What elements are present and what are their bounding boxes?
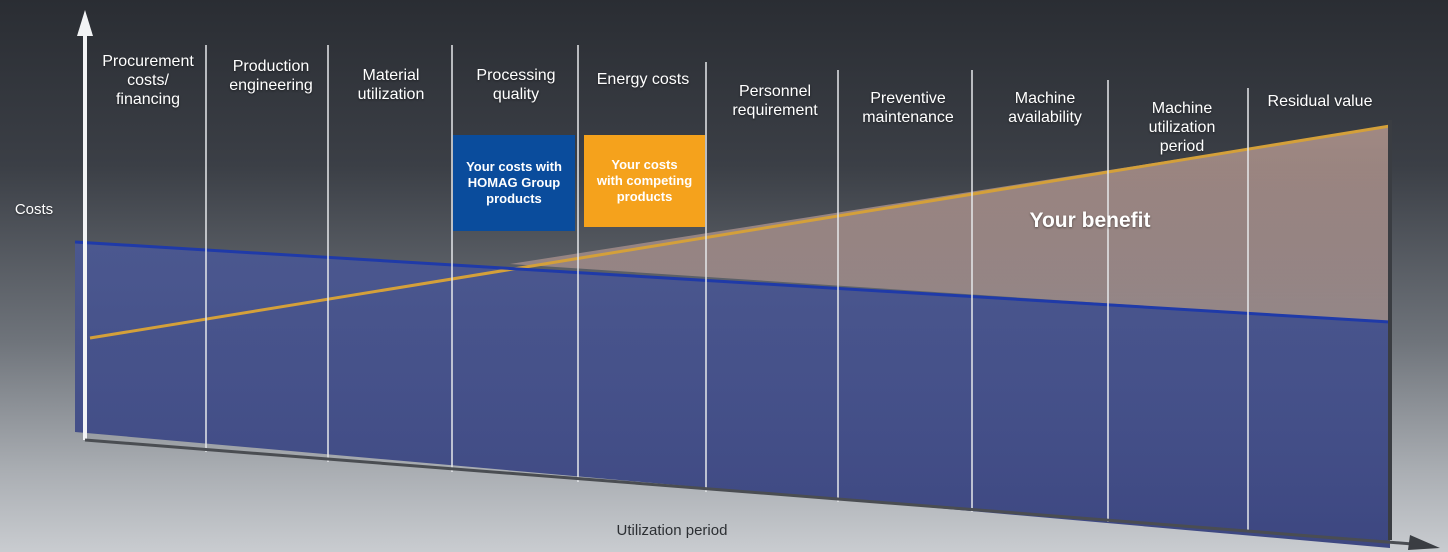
stage-label-material-utilization: Material utilization [357, 67, 425, 103]
benefit-label: Your benefit [1029, 209, 1151, 232]
stage-label-machine-availability: Machine availability [1008, 90, 1082, 126]
legend-homag: Your costs with HOMAG Group products [453, 135, 575, 231]
y-axis-label: Costs [14, 201, 54, 218]
stage-label-preventive-maintenance: Preventive maintenance [862, 90, 954, 126]
stage-label-processing-quality: Processing quality [476, 67, 556, 103]
stage-label-procurement: Procurement costs/ financing [102, 53, 194, 108]
legend-competing: Your costs with competing products [584, 135, 705, 227]
stage-label-production-engineering: Production engineering [229, 58, 313, 94]
x-axis-arrow [1408, 535, 1440, 550]
homag-cost-area [75, 242, 1390, 548]
x-axis [84, 438, 1426, 547]
competing-cost-line [89, 124, 1391, 340]
legend-competing-label: Your costs with competing products [596, 157, 693, 204]
legend-homag-label: Your costs with HOMAG Group products [466, 159, 562, 206]
x-axis-label: Utilization period [616, 522, 728, 539]
homag-cost-line [74, 240, 1391, 324]
stage-dividers [205, 45, 1249, 532]
stage-label-residual-value: Residual value [1267, 93, 1373, 110]
y-axis-arrow [77, 10, 93, 36]
stage-label-machine-utilization-period: Machine utilization period [1148, 100, 1216, 155]
stage-label-personnel-requirement: Personnel requirement [732, 83, 818, 119]
stage-label-energy-costs: Energy costs [596, 71, 690, 88]
benefit-area [510, 126, 1390, 322]
